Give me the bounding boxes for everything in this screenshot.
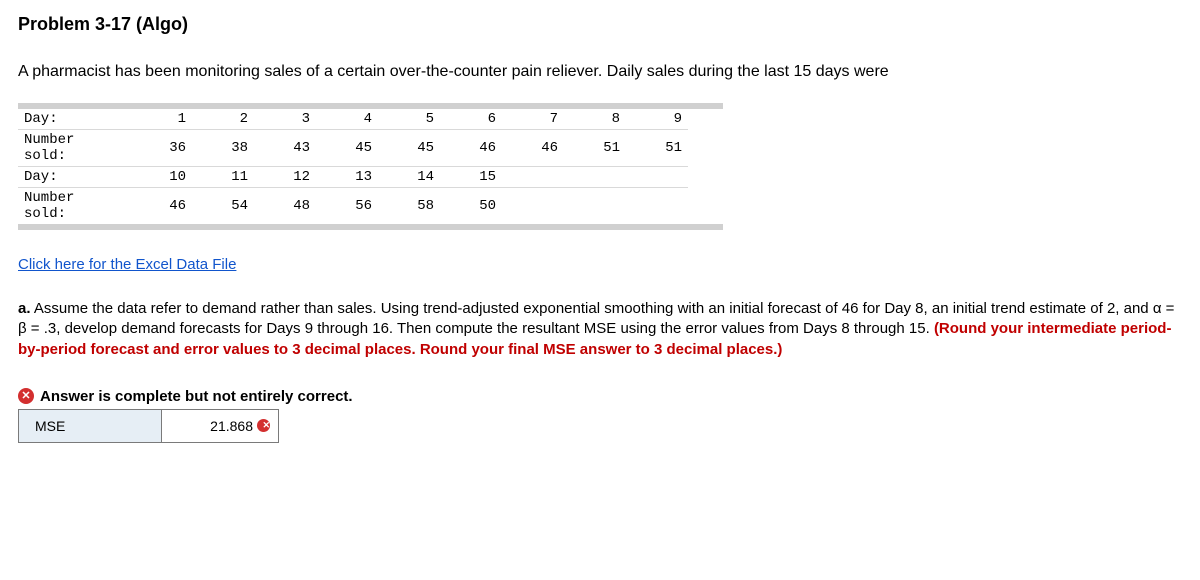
- cell: 13: [316, 167, 378, 188]
- row-label: Day:: [18, 109, 130, 130]
- answer-label: MSE: [19, 409, 162, 442]
- cell: 11: [192, 167, 254, 188]
- cell: 3: [254, 109, 316, 130]
- cell: 46: [502, 130, 564, 167]
- row-label: Numbersold:: [18, 130, 130, 167]
- answer-value-cell[interactable]: 21.868 ✕: [162, 409, 279, 442]
- table-row: Day: 10 11 12 13 14 15: [18, 167, 688, 188]
- cell: 12: [254, 167, 316, 188]
- cell: 54: [192, 188, 254, 225]
- question-text: a. Assume the data refer to demand rathe…: [18, 299, 1182, 360]
- cell: 8: [564, 109, 626, 130]
- cell: 45: [378, 130, 440, 167]
- cell: [564, 188, 626, 225]
- cell: 15: [440, 167, 502, 188]
- cell: [564, 167, 626, 188]
- cell: 4: [316, 109, 378, 130]
- cell: 50: [440, 188, 502, 225]
- cell: 36: [130, 130, 192, 167]
- cell: [502, 188, 564, 225]
- incorrect-icon: ✕: [257, 419, 270, 432]
- cell: 9: [626, 109, 688, 130]
- answer-table: MSE 21.868 ✕: [18, 409, 279, 443]
- answer-row: MSE 21.868 ✕: [19, 409, 279, 442]
- cell: 2: [192, 109, 254, 130]
- table-row: Day: 1 2 3 4 5 6 7 8 9: [18, 109, 688, 130]
- cell: 45: [316, 130, 378, 167]
- cell: 1: [130, 109, 192, 130]
- cell: 14: [378, 167, 440, 188]
- cell: [626, 188, 688, 225]
- table-row: Numbersold: 46 54 48 56 58 50: [18, 188, 688, 225]
- cell: 7: [502, 109, 564, 130]
- cell: 43: [254, 130, 316, 167]
- cell: 46: [440, 130, 502, 167]
- cell: 51: [626, 130, 688, 167]
- cell: 48: [254, 188, 316, 225]
- cell: 58: [378, 188, 440, 225]
- table-row: Numbersold: 36 38 43 45 45 46 46 51 51: [18, 130, 688, 167]
- excel-data-link[interactable]: Click here for the Excel Data File: [18, 256, 236, 273]
- cell: 56: [316, 188, 378, 225]
- cell: 38: [192, 130, 254, 167]
- row-label: Day:: [18, 167, 130, 188]
- question-prefix: a.: [18, 300, 31, 317]
- answer-status-text: Answer is complete but not entirely corr…: [40, 388, 353, 405]
- cell: [626, 167, 688, 188]
- cell: 5: [378, 109, 440, 130]
- incorrect-icon: ✕: [18, 388, 34, 404]
- intro-text: A pharmacist has been monitoring sales o…: [18, 63, 1182, 81]
- cell: 10: [130, 167, 192, 188]
- cell: 51: [564, 130, 626, 167]
- data-table: Day: 1 2 3 4 5 6 7 8 9 Numbersold: 36 38…: [18, 109, 688, 224]
- answer-status-header: ✕ Answer is complete but not entirely co…: [18, 388, 1182, 405]
- data-table-block: Day: 1 2 3 4 5 6 7 8 9 Numbersold: 36 38…: [18, 103, 723, 230]
- problem-title: Problem 3-17 (Algo): [18, 14, 1182, 35]
- cell: 46: [130, 188, 192, 225]
- cell: [502, 167, 564, 188]
- row-label: Numbersold:: [18, 188, 130, 225]
- answer-value: 21.868: [210, 418, 253, 434]
- cell: 6: [440, 109, 502, 130]
